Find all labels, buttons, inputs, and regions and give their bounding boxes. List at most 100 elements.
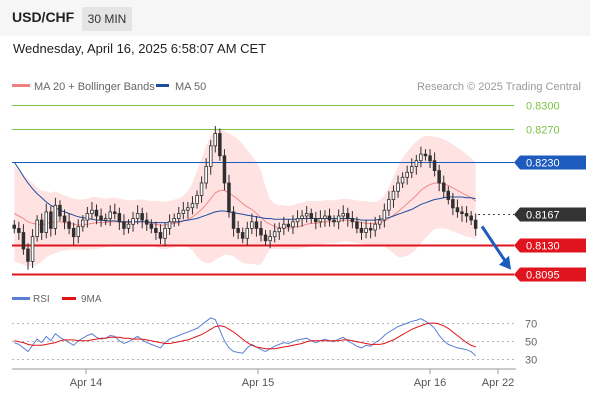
- candle-body: [35, 219, 39, 238]
- rsi-ma-legend-swatch: [62, 297, 76, 300]
- candle-body: [208, 145, 213, 167]
- rsi-line: [14, 317, 477, 357]
- key-levels: 0.8300 0.8270 0.8230 0.8167 0.8130 0.8095: [12, 101, 586, 282]
- candle-body: [227, 182, 231, 213]
- candle-body: [199, 182, 204, 196]
- candle-body: [94, 209, 99, 217]
- candle-body: [126, 223, 131, 229]
- candle-body: [387, 199, 391, 211]
- candle-body: [213, 133, 217, 147]
- time-tick-label: Apr 22: [482, 377, 514, 389]
- candle-body: [254, 221, 259, 229]
- rsi-tick-label-30: 30: [525, 355, 537, 367]
- forecast-arrow: [480, 225, 511, 270]
- candle-body: [432, 160, 437, 171]
- ma20-line: [14, 182, 476, 229]
- candle-body: [250, 221, 254, 229]
- ma20-legend-swatch: [12, 84, 30, 87]
- candle-body: [364, 227, 368, 233]
- candle-body: [405, 171, 409, 178]
- candle-body: [122, 221, 126, 229]
- candle-body: [154, 227, 158, 233]
- level-label-0.8300: 0.8300: [526, 101, 560, 113]
- candle-body: [85, 213, 90, 221]
- candle-body: [21, 232, 26, 250]
- ma50-legend-label: MA 50: [175, 81, 206, 93]
- candle-body: [90, 209, 94, 214]
- candle-body: [231, 211, 236, 229]
- candle-body: [309, 213, 313, 219]
- level-tag-0.8230: [514, 155, 586, 170]
- candle-body: [30, 236, 35, 262]
- candle-body: [464, 213, 469, 217]
- rsi-ma-legend-label: 9MA: [81, 294, 102, 305]
- ma20-legend-label: MA 20 + Bollinger Bands: [34, 81, 155, 93]
- candle-body: [113, 211, 117, 214]
- candle-body: [67, 221, 71, 229]
- candle-body: [313, 218, 318, 223]
- level-tag-0.8095: [514, 267, 586, 282]
- candle-body: [53, 204, 58, 229]
- candle-body: [17, 227, 21, 233]
- candle-body: [414, 160, 419, 167]
- candle-body: [373, 223, 377, 231]
- rsi-legend-swatch: [12, 297, 30, 300]
- rsi-ma-line: [14, 322, 476, 350]
- candle-body: [377, 219, 382, 225]
- candle-body: [218, 133, 222, 157]
- candle-body: [423, 153, 428, 157]
- candle-body: [49, 211, 53, 229]
- candle-body: [428, 155, 432, 162]
- candle-body: [99, 215, 103, 221]
- time-tick-label: Apr 15: [242, 377, 274, 389]
- moving-averages: [13, 162, 476, 229]
- candle-body: [240, 232, 245, 239]
- candle-body: [419, 153, 423, 162]
- candle-body: [304, 213, 309, 217]
- candle-body: [140, 213, 144, 221]
- candle-body: [327, 215, 332, 221]
- candle-body: [323, 215, 327, 219]
- candle-body: [135, 213, 140, 219]
- candle-body: [473, 219, 478, 229]
- rsi-legend-label: RSI: [33, 294, 50, 305]
- candle-body: [158, 232, 163, 239]
- candle-body: [26, 248, 30, 262]
- candle-body: [58, 204, 62, 217]
- candle-body: [345, 213, 350, 219]
- rsi-panel: 30 50 70: [12, 317, 537, 367]
- candle-body: [204, 166, 208, 184]
- candle-body: [236, 227, 240, 233]
- candle-body: [446, 190, 450, 200]
- candle-body: [81, 219, 85, 228]
- forecast-arrow-head: [499, 255, 511, 270]
- level-label-0.8230: 0.8230: [526, 158, 560, 170]
- candle-body: [350, 218, 355, 223]
- timeframe-button[interactable]: 30 MIN: [82, 7, 132, 31]
- candle-body: [176, 213, 181, 219]
- candle-body: [469, 215, 473, 221]
- level-label-0.8095: 0.8095: [526, 270, 560, 282]
- candle-body: [103, 218, 108, 221]
- candle-body: [455, 207, 460, 213]
- candle-body: [396, 182, 400, 192]
- timestamp: Wednesday, April 16, 2025 6:58:07 AM CET: [13, 41, 267, 56]
- symbol-title: USD/CHF: [12, 9, 75, 25]
- candle-body: [451, 199, 455, 209]
- candle-body: [295, 218, 300, 223]
- candle-body: [409, 166, 414, 173]
- candles: [12, 126, 478, 270]
- candle-body: [272, 231, 277, 238]
- candle-body: [62, 215, 67, 223]
- candle-body: [263, 234, 268, 242]
- candle-body: [400, 176, 405, 184]
- candle-body: [341, 213, 345, 217]
- candle-body: [268, 236, 272, 242]
- candle-body: [391, 190, 396, 200]
- level-label-0.8130: 0.8130: [526, 241, 560, 253]
- candle-body: [44, 211, 49, 233]
- candle-body: [222, 155, 227, 184]
- candle-body: [12, 224, 16, 229]
- candle-body: [359, 227, 364, 233]
- candle-body: [117, 213, 122, 223]
